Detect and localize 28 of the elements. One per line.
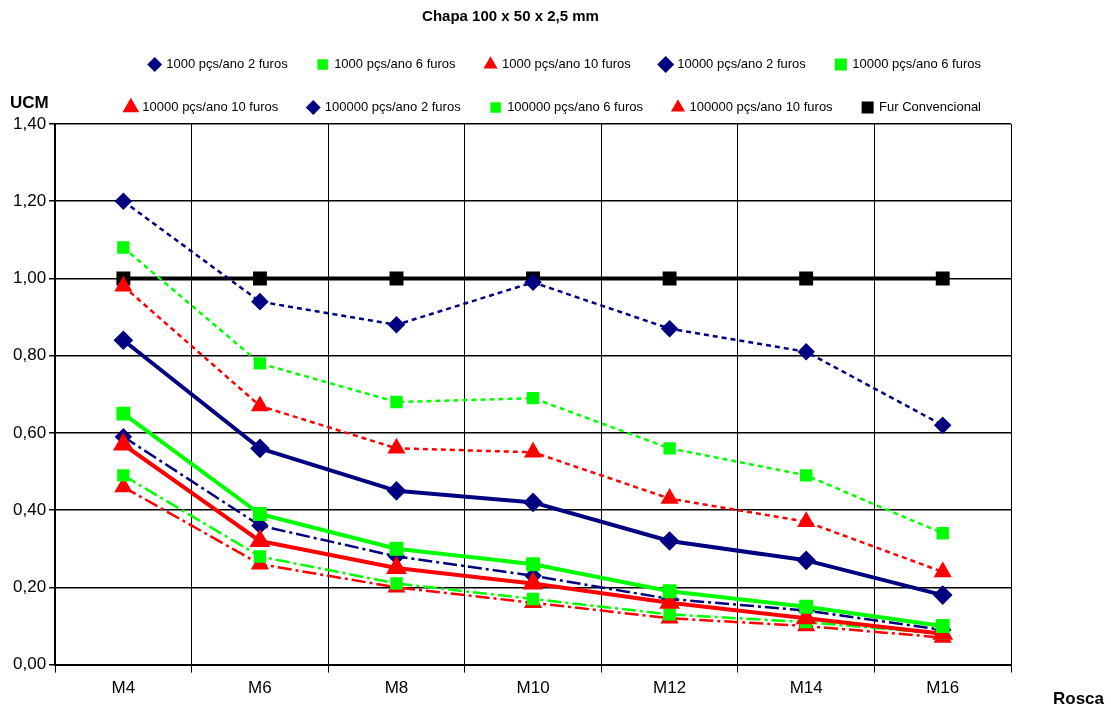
x-axis-title: Rosca [1053, 689, 1105, 709]
legend-label: 1000 pçs/ano 10 furos [502, 56, 632, 72]
x-tick-label: M8 [384, 678, 409, 698]
legend-label: 1000 pçs/ano 2 furos [166, 56, 289, 72]
y-tick-label: 0,40 [12, 499, 47, 519]
legend-label: Fur Convencional [879, 99, 982, 115]
chart-title: Chapa 100 x 50 x 2,5 mm [422, 7, 599, 25]
y-tick-label: 0,00 [12, 654, 47, 674]
y-tick-label: 0,20 [12, 577, 47, 597]
y-tick-label: 1,20 [12, 190, 47, 210]
legend-label: 10000 pçs/ano 6 furos [852, 56, 982, 72]
legend-label: 100000 pçs/ano 6 furos [507, 99, 644, 115]
x-tick-label: M14 [789, 678, 823, 698]
x-tick-label: M10 [516, 678, 550, 698]
y-tick-label: 1,40 [12, 113, 47, 133]
y-tick-label: 0,60 [12, 422, 47, 442]
legend-label: 100000 pçs/ano 2 furos [324, 99, 462, 115]
x-tick-label: M6 [248, 678, 272, 698]
legend-label: 10000 pçs/ano 2 furos [677, 56, 807, 72]
legend-label: 100000 pçs/ano 10 furos [689, 99, 834, 115]
x-tick-label: M4 [111, 678, 136, 698]
x-tick-label: M12 [653, 678, 687, 698]
legend-label: 10000 pçs/ano 10 furos [142, 99, 279, 115]
legend-label: 1000 pçs/ano 6 furos [334, 56, 457, 72]
x-tick-label: M16 [926, 678, 960, 698]
y-tick-label: 0,80 [12, 345, 47, 365]
y-axis-title: UCM [10, 93, 49, 113]
y-tick-label: 1,00 [12, 268, 47, 288]
